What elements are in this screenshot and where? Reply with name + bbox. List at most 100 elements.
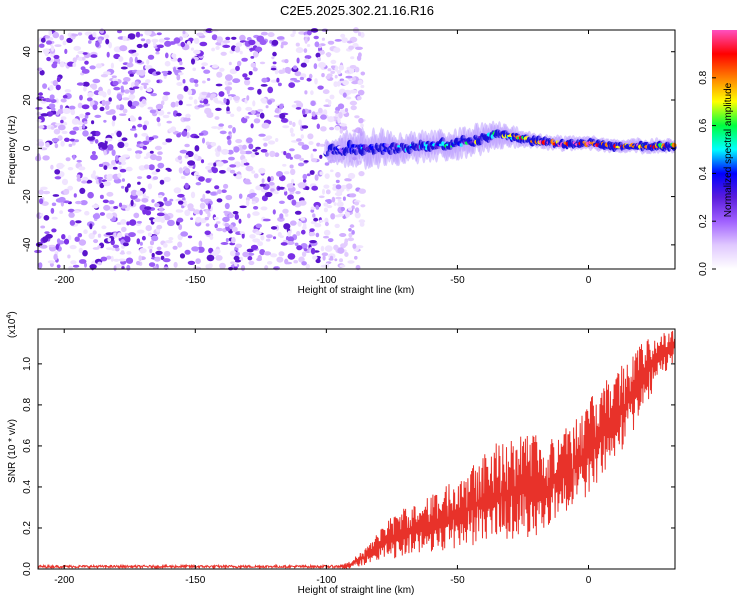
noise-speckle [89, 264, 97, 270]
noise-speckle [141, 198, 149, 203]
noise-speckle [263, 142, 268, 147]
noise-speckle [207, 162, 215, 166]
noise-speckle [55, 98, 59, 104]
noise-speckle [302, 108, 306, 115]
noise-speckle [162, 243, 168, 248]
noise-speckle [190, 191, 196, 199]
noise-speckle [194, 145, 200, 152]
noise-speckle [118, 56, 124, 62]
noise-speckle [250, 56, 255, 59]
noise-speckle [285, 236, 290, 241]
noise-speckle [119, 251, 126, 255]
noise-speckle [173, 66, 177, 73]
noise-speckle [231, 36, 237, 40]
noise-speckle [260, 149, 268, 153]
noise-speckle [106, 173, 114, 180]
noise-speckle [233, 146, 240, 153]
noise-speckle [126, 183, 131, 188]
noise-speckle [232, 127, 236, 134]
noise-speckle [40, 37, 46, 43]
noise-speckle [271, 56, 275, 60]
noise-speckle [258, 167, 266, 174]
noise-speckle [45, 142, 50, 148]
noise-speckle [305, 263, 310, 269]
colorbar-tick-label: 0.0 [698, 262, 709, 276]
noise-speckle [76, 82, 84, 86]
noise-speckle [356, 55, 362, 61]
noise-speckle [83, 229, 88, 234]
noise-speckle [223, 183, 229, 189]
noise-speckle [283, 151, 287, 156]
noise-speckle [116, 105, 120, 110]
noise-speckle [235, 174, 243, 180]
noise-speckle [135, 153, 141, 160]
noise-speckle [276, 256, 284, 263]
noise-speckle [264, 152, 269, 157]
noise-speckle [111, 75, 117, 78]
noise-speckle [59, 61, 65, 68]
noise-speckle [44, 231, 50, 235]
noise-speckle [149, 150, 154, 154]
noise-speckle [261, 178, 265, 183]
noise-speckle [110, 255, 114, 262]
noise-speckle [129, 117, 137, 122]
noise-speckle [106, 51, 110, 58]
noise-speckle [348, 207, 353, 211]
noise-speckle [244, 181, 252, 185]
noise-speckle [59, 104, 64, 110]
noise-speckle [173, 261, 178, 268]
noise-speckle [354, 255, 358, 260]
noise-speckle [305, 186, 310, 191]
colorbar: 0.0 0.2 0.4 0.6 0.8 Normalized spectral ampl… [698, 30, 737, 276]
noise-speckle [84, 114, 89, 119]
noise-speckle [345, 96, 352, 100]
noise-speckle [123, 77, 131, 82]
noise-speckle [73, 193, 77, 198]
noise-speckle [284, 258, 289, 265]
noise-speckle [111, 247, 116, 251]
noise-speckle [197, 104, 205, 108]
noise-speckle [169, 198, 174, 202]
noise-speckle [225, 74, 233, 81]
noise-speckle [294, 79, 301, 83]
noise-speckle [92, 170, 96, 176]
noise-speckle [90, 54, 98, 58]
noise-speckle [239, 150, 246, 155]
noise-speckle [196, 32, 204, 37]
noise-speckle [181, 203, 188, 207]
noise-speckle [299, 157, 304, 161]
noise-speckle [193, 209, 201, 215]
noise-speckle [68, 212, 75, 218]
noise-speckle [135, 31, 141, 38]
noise-speckle [127, 33, 136, 39]
noise-speckle [46, 40, 52, 45]
noise-speckle [351, 81, 359, 85]
noise-speckle [170, 101, 176, 108]
noise-speckle [346, 183, 353, 190]
spectrogram-ytick-label: 0 [22, 145, 33, 151]
noise-speckle [345, 211, 350, 218]
noise-speckle [124, 186, 129, 193]
noise-speckle [277, 216, 285, 222]
noise-speckle [221, 148, 229, 155]
noise-speckle [283, 188, 287, 192]
noise-speckle [50, 45, 55, 52]
noise-speckle [319, 171, 324, 176]
noise-speckle [253, 206, 259, 210]
noise-speckle [320, 245, 325, 252]
noise-speckle [192, 67, 196, 72]
noise-speckle [317, 85, 324, 90]
noise-speckle [63, 238, 70, 245]
noise-speckle [274, 152, 280, 157]
noise-speckle [189, 77, 195, 83]
noise-speckle [201, 62, 209, 67]
noise-speckle [110, 62, 114, 69]
noise-speckle [154, 256, 161, 262]
noise-speckle [294, 210, 302, 215]
noise-speckle [205, 209, 209, 214]
noise-speckle [337, 80, 341, 87]
noise-speckle [339, 128, 343, 134]
noise-speckle [224, 202, 230, 210]
noise-speckle [250, 244, 259, 250]
noise-speckle [290, 33, 295, 38]
